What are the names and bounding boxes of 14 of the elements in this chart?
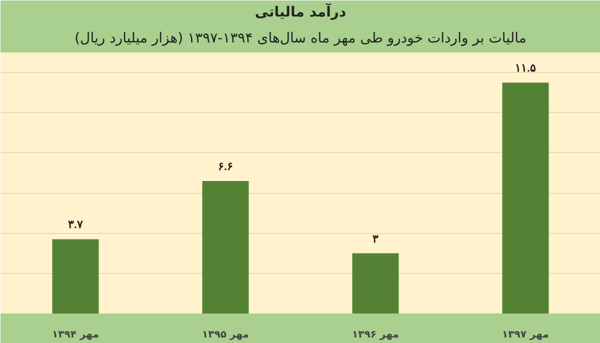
bar	[352, 253, 399, 314]
chart-title: درآمد مالیاتی	[254, 2, 346, 20]
x-tick-label: مهر ۱۳۹۴	[52, 330, 99, 340]
x-tick-label: مهر ۱۳۹۷	[502, 330, 549, 340]
chart-subtitle: مالیات بر واردات خودرو طی مهر ماه سال‌های ۱۳۹۴-۱۳۹۷ (هزار میلیارد ریال)	[74, 30, 526, 46]
bar	[52, 239, 99, 314]
bar	[202, 180, 249, 314]
data-label: ۶.۶	[218, 160, 233, 173]
x-tick-label: مهر ۱۳۹۶	[352, 330, 399, 340]
x-tick-label: مهر ۱۳۹۵	[202, 330, 249, 340]
data-label: ۳	[372, 233, 378, 246]
data-label: ۱۱.۵	[515, 62, 536, 75]
bar	[502, 82, 549, 314]
data-label: ۳.۷	[68, 219, 83, 232]
